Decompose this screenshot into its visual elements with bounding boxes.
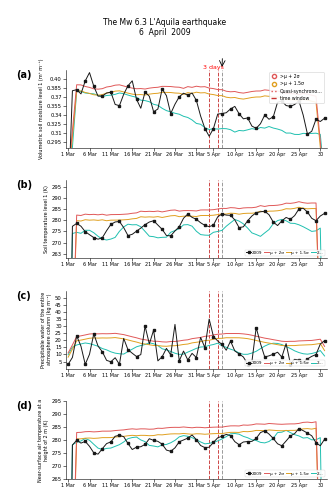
Y-axis label: Soil temperature level 1 (K): Soil temperature level 1 (K) — [44, 185, 49, 253]
Y-axis label: Near-surface air temperature at a
height of 2 m (K): Near-surface air temperature at a height… — [38, 399, 49, 482]
Legend: 2009, μ + 2σ, μ + 1.5σ, 2…: 2009, μ + 2σ, μ + 1.5σ, 2… — [245, 471, 325, 477]
Text: (c): (c) — [16, 291, 31, 301]
Legend: 2009, μ + 2σ, μ + 1.5σ, 2…: 2009, μ + 2σ, μ + 1.5σ, 2… — [245, 250, 325, 256]
Text: (b): (b) — [16, 180, 33, 190]
Text: (a): (a) — [16, 70, 32, 80]
Y-axis label: Precipitable water of the entire
atmosphere column (kg m⁻²): Precipitable water of the entire atmosph… — [41, 291, 52, 368]
Text: (d): (d) — [16, 401, 32, 411]
Text: 6  April  2009: 6 April 2009 — [139, 28, 191, 37]
Y-axis label: Volumetric soil moisture level 1 (m³ m⁻³): Volumetric soil moisture level 1 (m³ m⁻³… — [39, 58, 44, 159]
Text: The Mw 6.3 L'Aquila earthquake: The Mw 6.3 L'Aquila earthquake — [103, 18, 227, 27]
Text: 3 days: 3 days — [203, 65, 224, 70]
Legend: 2009, μ + 2σ, μ + 1.5σ, 2…: 2009, μ + 2σ, μ + 1.5σ, 2… — [245, 360, 325, 366]
Legend: >μ + 2σ, >μ + 1.5σ, Quasi-synchrono…, time window: >μ + 2σ, >μ + 1.5σ, Quasi-synchrono…, ti… — [269, 72, 324, 103]
